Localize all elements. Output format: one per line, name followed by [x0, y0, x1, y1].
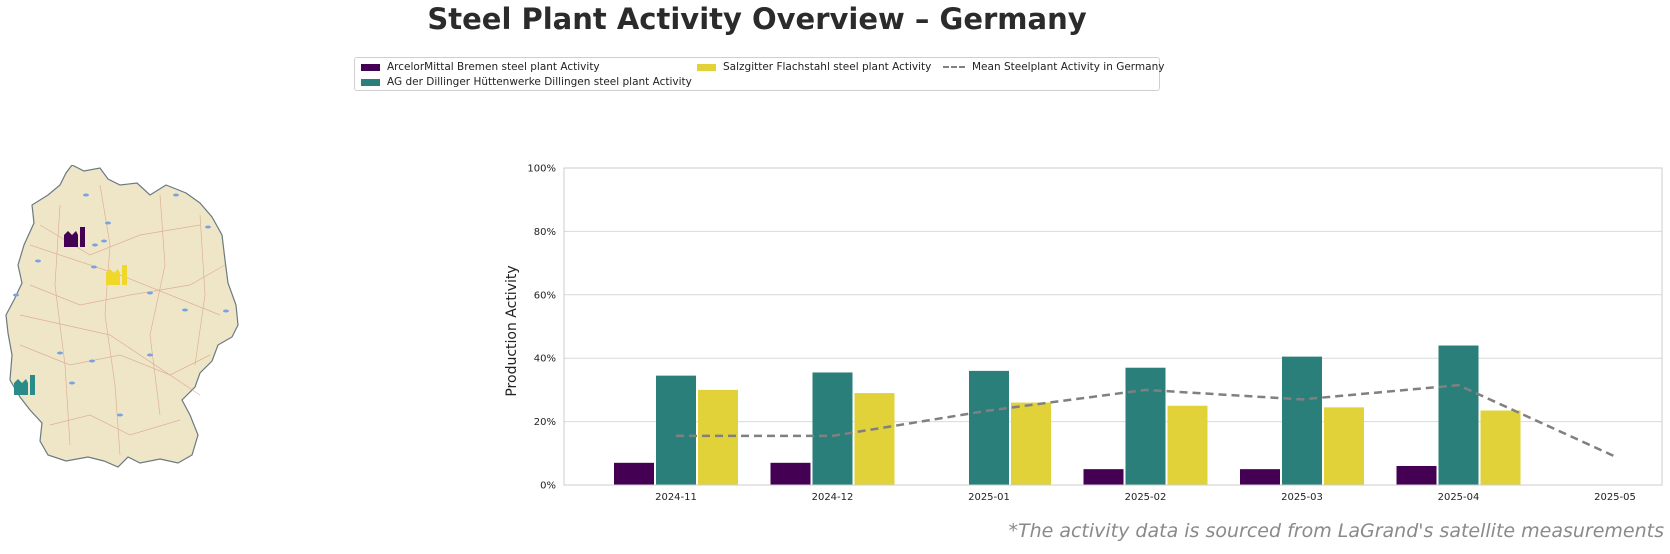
- legend: ArcelorMittal Bremen steel plant Activit…: [354, 57, 1164, 91]
- bar-bremen-2024-12: [770, 462, 811, 485]
- y-tick-label: 0%: [540, 481, 556, 492]
- legend-swatch-bremen: [361, 63, 380, 71]
- x-tick-label: 2025-04: [1438, 492, 1480, 500]
- y-tick-label: 100%: [527, 164, 556, 175]
- factory-icon-salzgitter: [106, 265, 127, 285]
- x-tick-label: 2025-05: [1594, 492, 1636, 500]
- legend-item-salzgitter: Salzgitter Flachstahl steel plant Activi…: [697, 61, 931, 73]
- germany-map: [5, 165, 239, 468]
- legend-item-mean: Mean Steelplant Activity in Germany: [943, 61, 1164, 73]
- legend-swatch-dillingen: [361, 78, 380, 86]
- legend-label-salzgitter: Salzgitter Flachstahl steel plant Activi…: [723, 61, 932, 73]
- legend-item-bremen: ArcelorMittal Bremen steel plant Activit…: [361, 61, 600, 73]
- bar-bremen-2025-04: [1396, 465, 1437, 485]
- legend-label-bremen: ArcelorMittal Bremen steel plant Activit…: [387, 61, 600, 73]
- plot-frame: [563, 167, 1663, 486]
- footnote: *The activity data is sourced from LaGra…: [1008, 520, 1664, 542]
- x-tick-label: 2024-11: [655, 492, 697, 500]
- bar-salzgitter-2025-01: [1011, 402, 1051, 485]
- y-axis-label: Production Activity: [504, 265, 520, 396]
- mean-line-layer: [676, 383, 1616, 458]
- x-tick-label: 2025-01: [968, 492, 1010, 500]
- y-tick-label: 80%: [534, 227, 556, 238]
- y-tick-label: 20%: [534, 417, 556, 428]
- bar-dillingen-2024-11: [656, 375, 696, 485]
- legend-item-dillingen: AG der Dillinger Hüttenwerke Dillingen s…: [361, 76, 692, 88]
- y-tick-label: 60%: [534, 290, 556, 301]
- y-tick-label: 40%: [534, 354, 556, 365]
- bar-dillingen-2025-03: [1282, 356, 1322, 485]
- bar-salzgitter-2024-12: [854, 393, 895, 485]
- factory-icon-dillingen: [14, 375, 35, 395]
- bar-dillingen-2025-02: [1125, 367, 1166, 485]
- city-markers: [13, 193, 229, 417]
- bar-chart: Production Activity 0% 20% 40% 60% 80% 100% 2…: [504, 164, 1663, 500]
- bar-dillingen-2025-01: [969, 370, 1009, 485]
- bar-salzgitter-2025-02: [1167, 405, 1208, 485]
- x-tick-label: 2024-12: [812, 492, 854, 500]
- factory-icon-bremen: [64, 227, 85, 247]
- bars: [614, 345, 1521, 485]
- bar-dillingen-2025-04: [1438, 345, 1479, 485]
- legend-swatch-salzgitter: [697, 63, 716, 71]
- bar-salzgitter-2025-04: [1480, 410, 1521, 485]
- bar-salzgitter-2025-03: [1324, 407, 1364, 485]
- bar-salzgitter-2024-11: [698, 389, 738, 485]
- bar-dillingen-2024-12: [812, 372, 853, 485]
- y-tick-labels: 0% 20% 40% 60% 80% 100%: [527, 164, 556, 492]
- mean-activity-line: [676, 383, 1616, 458]
- bar-bremen-2025-03: [1240, 469, 1280, 485]
- x-tick-label: 2025-03: [1281, 492, 1323, 500]
- legend-label-mean: Mean Steelplant Activity in Germany: [972, 61, 1165, 73]
- germany-outline: [5, 165, 239, 468]
- chart-title: Steel Plant Activity Overview – Germany: [427, 2, 1087, 36]
- legend-label-dillingen: AG der Dillinger Hüttenwerke Dillingen s…: [387, 76, 692, 88]
- x-tick-labels: 2024-11 2024-12 2025-01 2025-02 2025-03 2025-…: [655, 492, 1636, 500]
- x-tick-label: 2025-02: [1125, 492, 1167, 500]
- bar-bremen-2025-02: [1083, 469, 1124, 485]
- legend-swatch-mean: [943, 66, 965, 68]
- bar-bremen-2024-11: [614, 462, 654, 485]
